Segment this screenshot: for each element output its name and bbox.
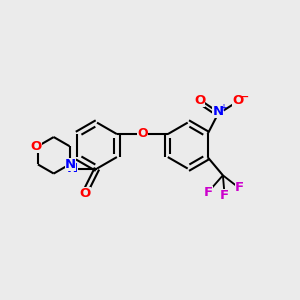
Text: O: O bbox=[232, 94, 243, 107]
Text: F: F bbox=[220, 189, 229, 203]
Text: N: N bbox=[212, 105, 224, 118]
Text: O: O bbox=[194, 94, 205, 107]
Text: −: − bbox=[238, 90, 249, 104]
Text: O: O bbox=[137, 127, 148, 140]
Text: +: + bbox=[219, 103, 226, 112]
Text: F: F bbox=[204, 186, 213, 199]
Text: O: O bbox=[31, 140, 42, 153]
Text: N: N bbox=[65, 158, 76, 171]
Text: O: O bbox=[80, 187, 91, 200]
Text: F: F bbox=[235, 181, 244, 194]
Text: N: N bbox=[66, 162, 77, 175]
